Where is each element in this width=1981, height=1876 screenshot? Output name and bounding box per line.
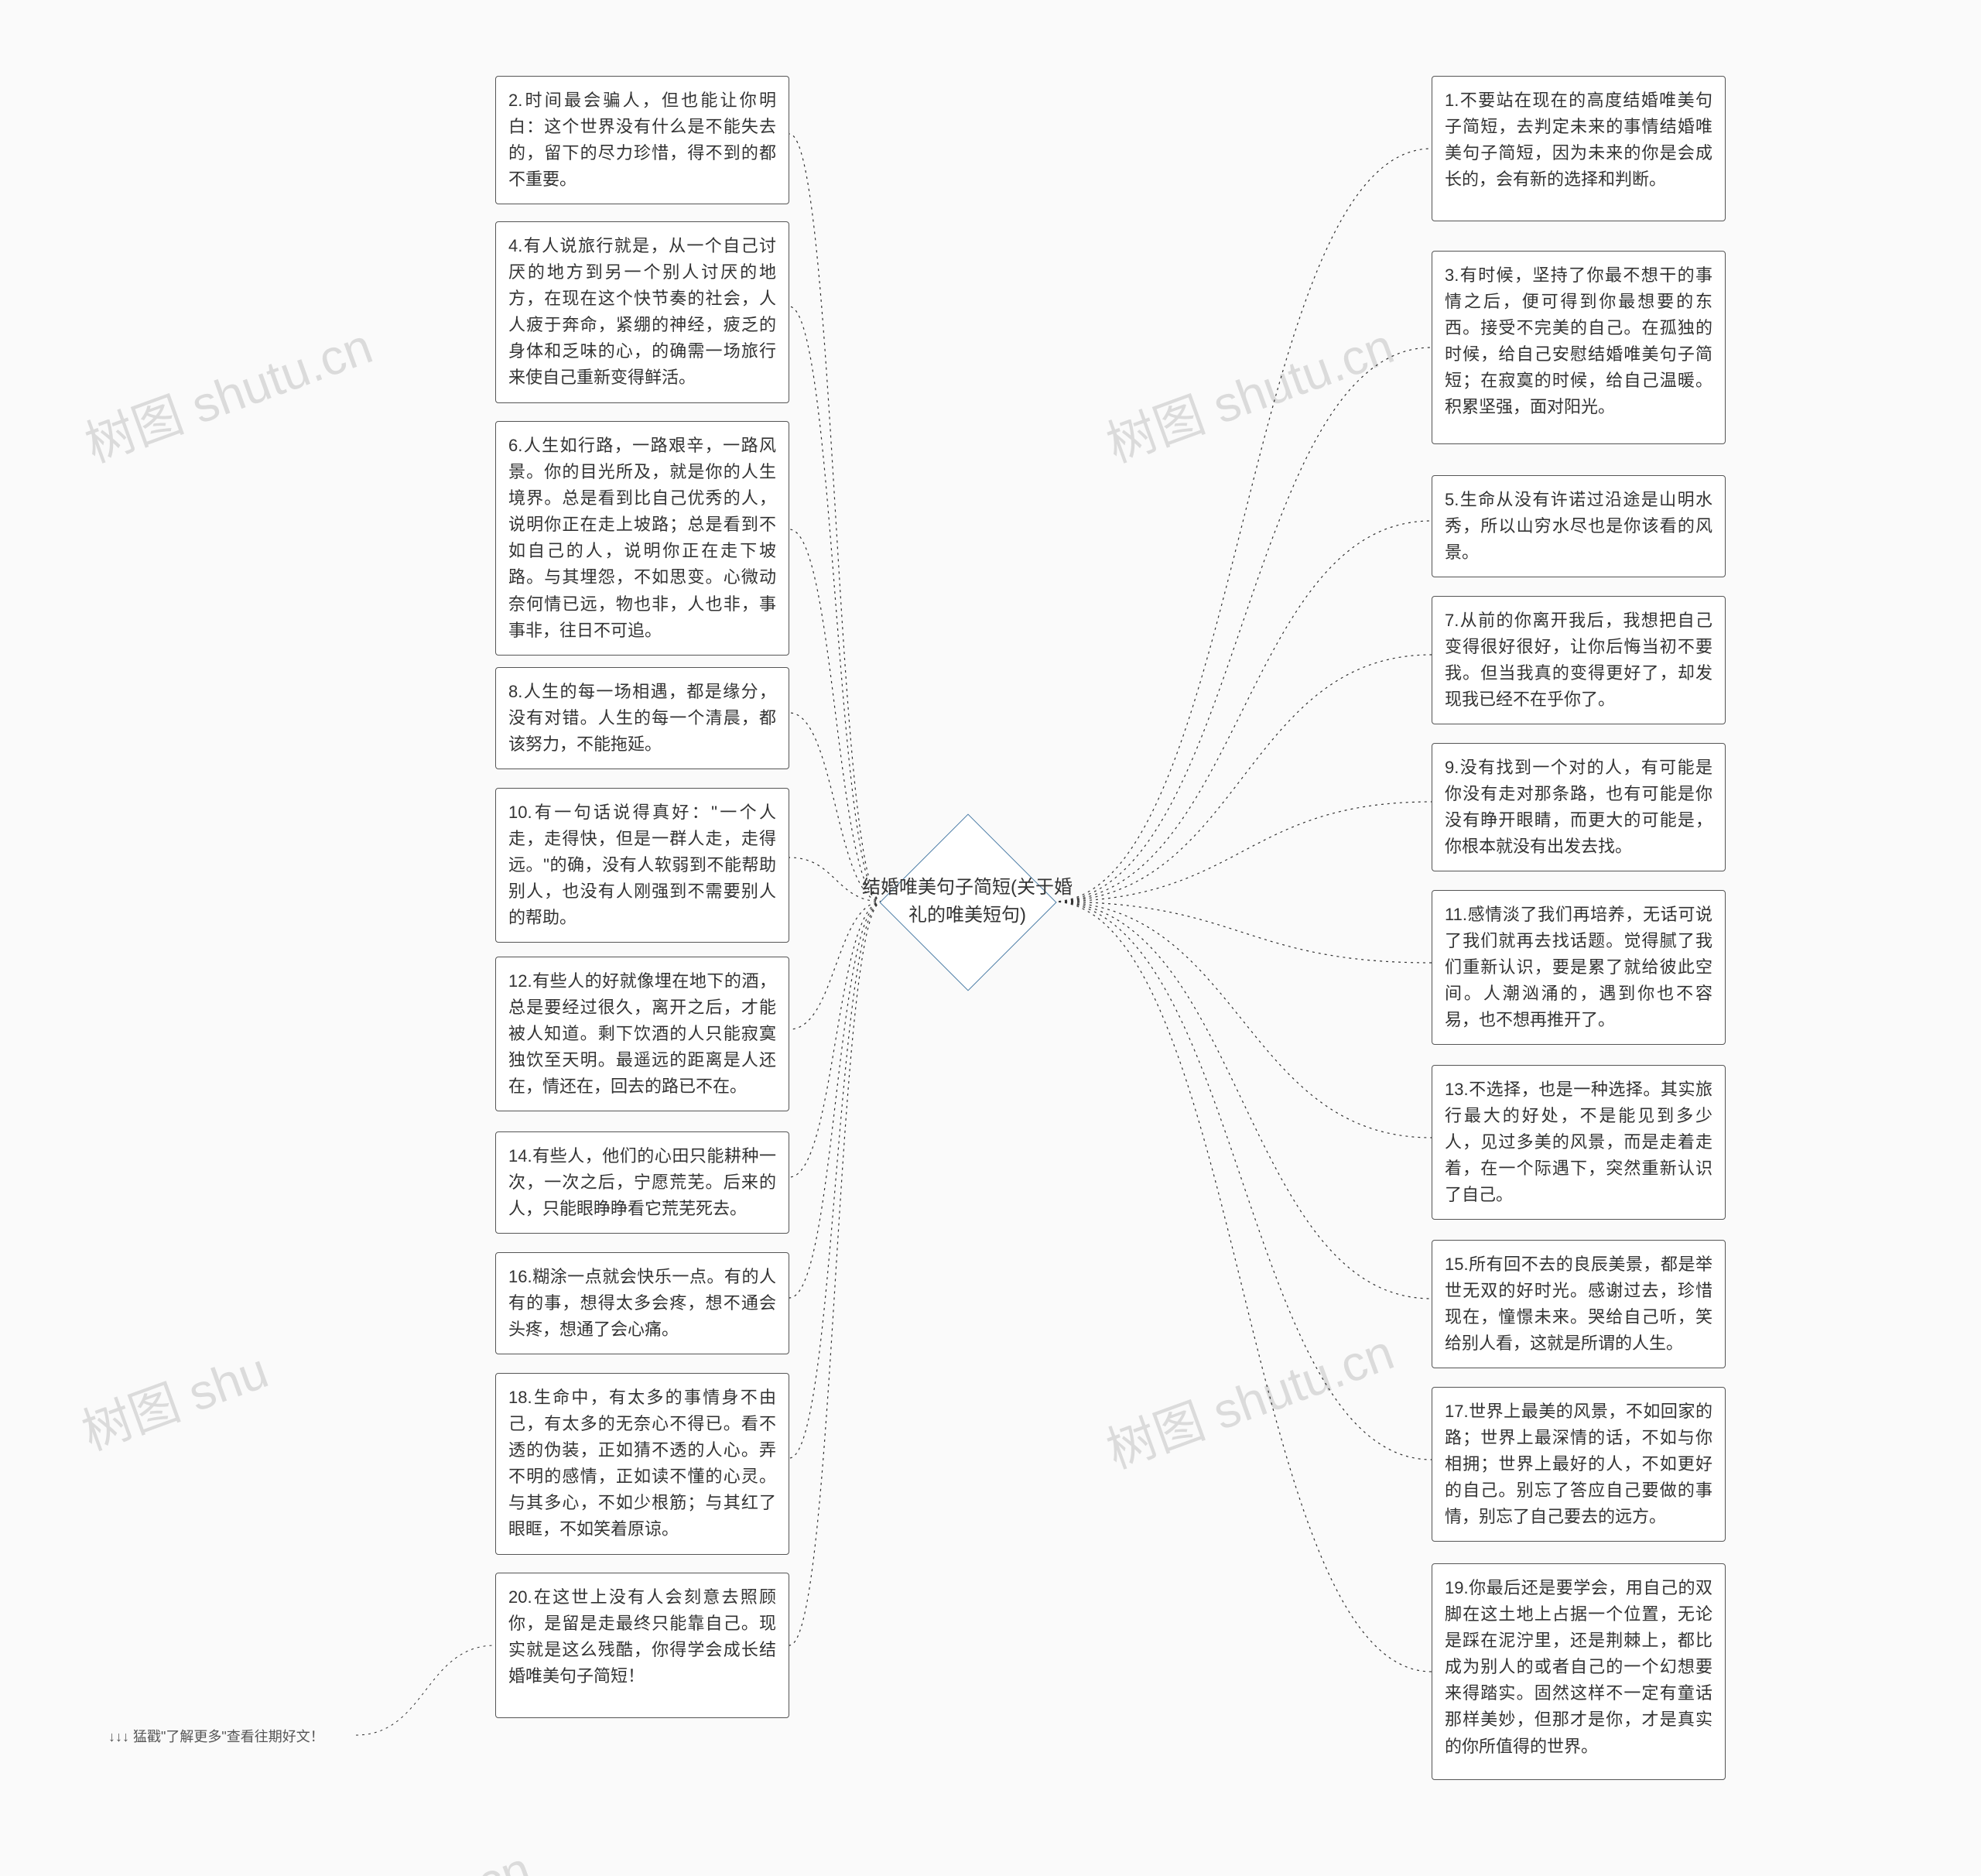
mindmap-node: 15.所有回不去的良辰美景，都是举世无双的好时光。感谢过去，珍惜现在，憧憬未来。…	[1432, 1240, 1726, 1368]
mindmap-node: 19.你最后还是要学会，用自己的双脚在这土地上占据一个位置，无论是踩在泥泞里，还…	[1432, 1563, 1726, 1780]
mindmap-node: 16.糊涂一点就会快乐一点。有的人有的事，想得太多会疼，想不通会头疼，想通了会心…	[495, 1252, 789, 1354]
mindmap-node: 5.生命从没有许诺过沿途是山明水秀，所以山穷水尽也是你该看的风景。	[1432, 475, 1726, 577]
mindmap-node: 18.生命中，有太多的事情身不由己，有太多的无奈心不得已。看不透的伪装，正如猜不…	[495, 1373, 789, 1555]
watermark: 树图 shu	[71, 1331, 276, 1464]
watermark: 树图 shutu.cn	[74, 306, 381, 476]
watermark: 树图 shutu.cn	[1096, 306, 1402, 476]
mindmap-node: 6.人生如行路，一路艰辛，一路风景。你的目光所及，就是你的人生境界。总是看到比自…	[495, 421, 789, 656]
mindmap-node: 17.世界上最美的风景，不如回家的路；世界上最深情的话，不如与你相拥；世界上最好…	[1432, 1387, 1726, 1542]
mindmap-node: 3.有时候，坚持了你最不想干的事情之后，便可得到你最想要的东西。接受不完美的自己…	[1432, 251, 1726, 444]
watermark: 树图 shutu.cn	[1096, 1313, 1402, 1482]
mindmap-node: 20.在这世上没有人会刻意去照顾你，是留是走最终只能靠自己。现实就是这么残酷，你…	[495, 1573, 789, 1718]
watermark: .cn	[457, 1840, 539, 1876]
mindmap-node: 7.从前的你离开我后，我想把自己变得很好很好，让你后悔当初不要我。但当我真的变得…	[1432, 596, 1726, 724]
mindmap-node: 13.不选择，也是一种选择。其实旅行最大的好处，不是能见到多少人，见过多美的风景…	[1432, 1065, 1726, 1220]
mindmap-node: 14.有些人，他们的心田只能耕种一次，一次之后，宁愿荒芜。后来的人，只能眼睁睁看…	[495, 1131, 789, 1234]
mindmap-node: 4.有人说旅行就是，从一个自己讨厌的地方到另一个别人讨厌的地方，在现在这个快节奏…	[495, 221, 789, 403]
mindmap-node: 9.没有找到一个对的人，有可能是你没有走对那条路，也有可能是你没有睁开眼睛，而更…	[1432, 743, 1726, 871]
mindmap-node: 11.感情淡了我们再培养，无话可说了我们就再去找话题。觉得腻了我们重新认识，要是…	[1432, 890, 1726, 1045]
mindmap-node: 10.有一句话说得真好："一个人走，走得快，但是一群人走，走得远。"的确，没有人…	[495, 788, 789, 943]
center-topic: 结婚唯美句子简短(关于婚礼的唯美短句)	[905, 840, 1029, 964]
footnote-text: ↓↓↓ 猛戳"了解更多"查看往期好文！	[108, 1726, 324, 1746]
mindmap-node: 1.不要站在现在的高度结婚唯美句子简短，去判定未来的事情结婚唯美句子简短，因为未…	[1432, 76, 1726, 221]
mindmap-node: 12.有些人的好就像埋在地下的酒，总是要经过很久，离开之后，才能被人知道。剩下饮…	[495, 957, 789, 1111]
mindmap-node: 2.时间最会骗人，但也能让你明白：这个世界没有什么是不能失去的，留下的尽力珍惜，…	[495, 76, 789, 204]
mindmap-canvas: 结婚唯美句子简短(关于婚礼的唯美短句) 2.时间最会骗人，但也能让你明白：这个世…	[0, 0, 1981, 1876]
mindmap-node: 8.人生的每一场相遇，都是缘分，没有对错。人生的每一个清晨，都该努力，不能拖延。	[495, 667, 789, 769]
center-topic-label: 结婚唯美句子简短(关于婚礼的唯美短句)	[859, 874, 1076, 929]
